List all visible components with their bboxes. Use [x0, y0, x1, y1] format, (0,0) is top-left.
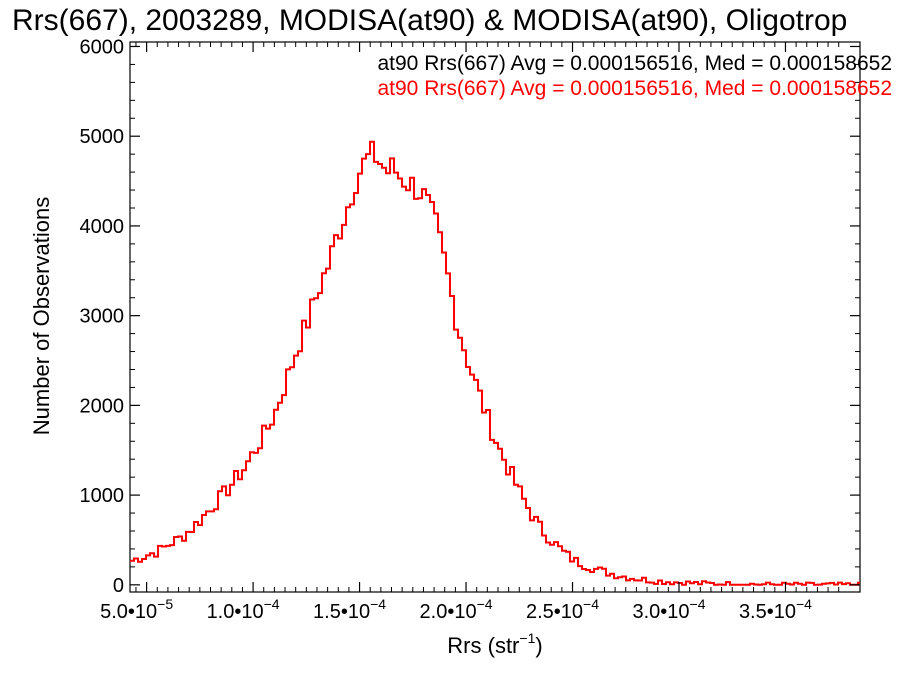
y-tick-label: 3000 — [80, 306, 125, 328]
legend-entry-red: at90 Rrs(667) Avg = 0.000156516, Med = 0… — [377, 77, 892, 100]
plot-area — [129, 41, 861, 593]
y-tick-label: 2000 — [80, 395, 125, 417]
x-axis: 5.0•10−5 1.0•10−4 1.5•10−4 2.0•10−4 2.5•10−4… — [100, 42, 840, 623]
series-line-0 — [130, 140, 860, 586]
legend-entry-black: at90 Rrs(667) Avg = 0.000156516, Med = 0… — [377, 52, 892, 75]
x-tick-label: 2.5•10−4 — [526, 596, 599, 623]
x-tick-label: 1.5•10−4 — [313, 596, 386, 623]
x-axis-label-exponent: −1 — [519, 630, 535, 646]
plot-frame — [129, 41, 861, 593]
y-axis-label: Number of Observations — [29, 197, 54, 435]
x-tick-label: 3.5•10−4 — [739, 596, 812, 623]
y-axis: 0 1000 2000 3000 4000 5000 6000 — [80, 36, 860, 597]
x-axis-label: Rrs (str−1) — [447, 630, 542, 658]
y-tick-label: 4000 — [80, 216, 125, 238]
x-axis-label-close: ) — [535, 633, 542, 658]
chart-title: Rrs(667), 2003289, MODISA(at90) & MODISA… — [12, 4, 847, 37]
x-tick-label: 2.0•10−4 — [420, 596, 493, 623]
x-axis-label-text: Rrs (str — [447, 633, 519, 658]
x-tick-label: 5.0•10−5 — [100, 596, 173, 623]
x-tick-label: 3.0•10−4 — [632, 596, 705, 623]
x-tick-label: 1.0•10−4 — [207, 596, 280, 623]
y-tick-label: 5000 — [80, 126, 125, 148]
y-tick-label: 0 — [113, 575, 124, 597]
y-tick-label: 1000 — [80, 485, 125, 507]
y-tick-label: 6000 — [80, 36, 125, 58]
